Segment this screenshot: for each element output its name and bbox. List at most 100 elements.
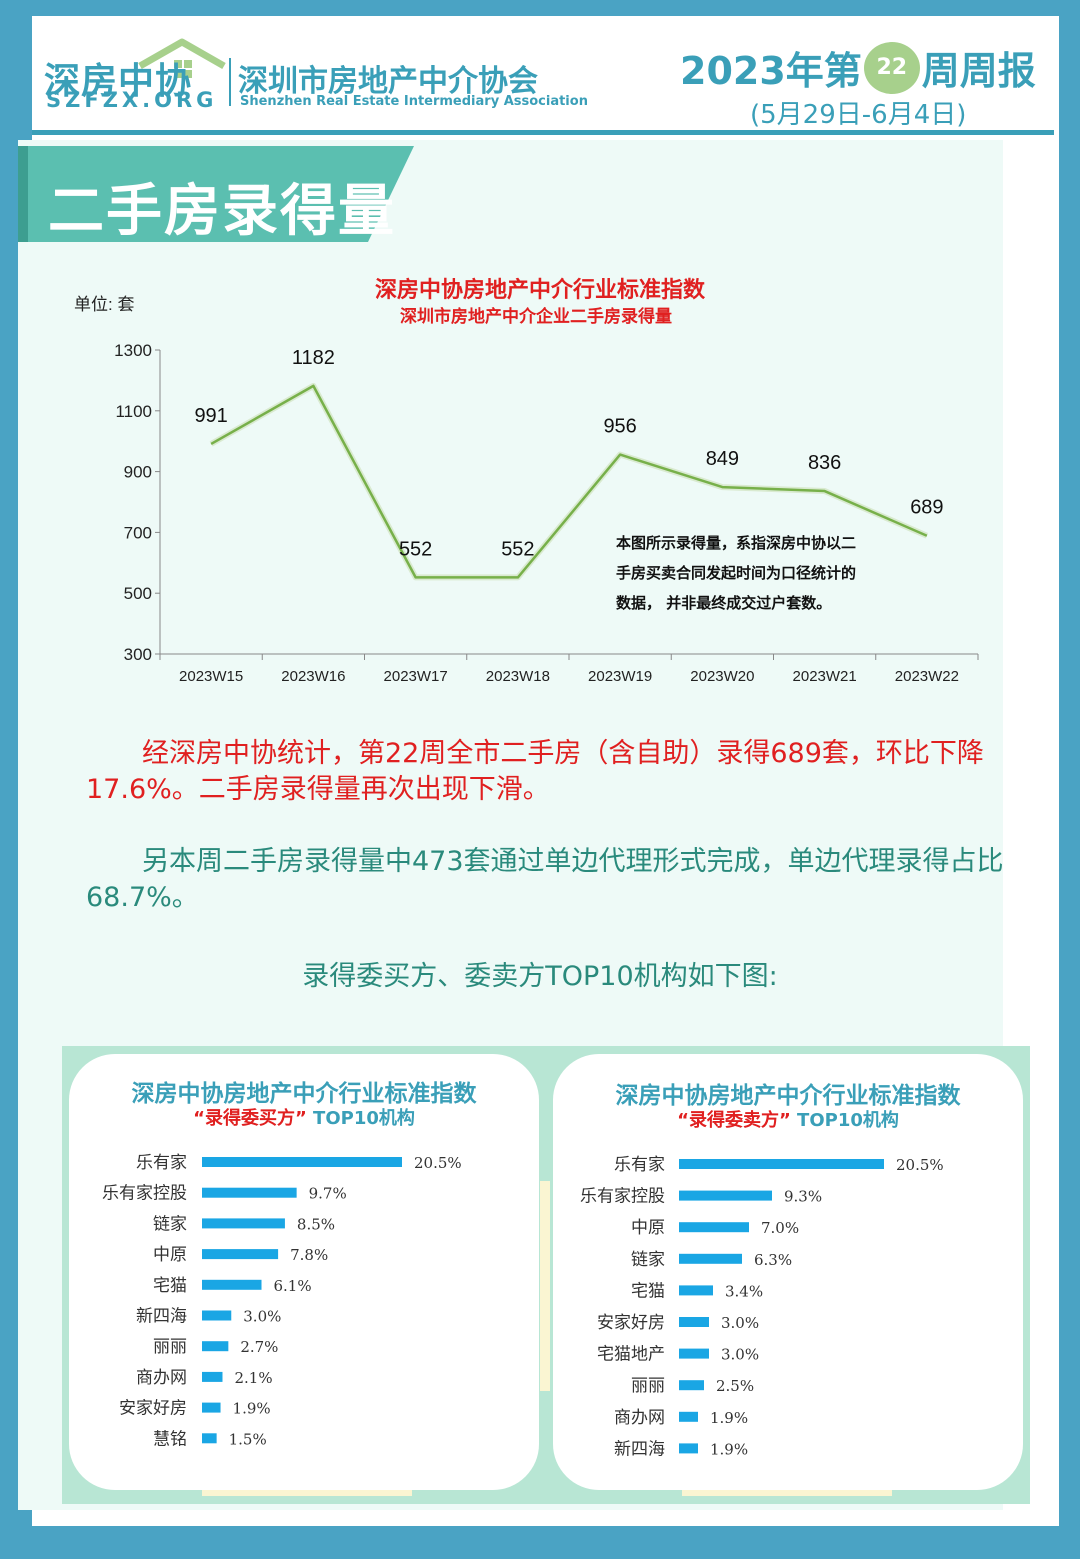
bar	[679, 1348, 709, 1359]
bar	[202, 1187, 297, 1198]
bar-category-label: 慧铭	[153, 1429, 187, 1449]
bar-value-label: 2.7%	[240, 1338, 278, 1356]
x-tick-label: 2023W22	[895, 668, 959, 685]
x-tick-label: 2023W16	[281, 668, 345, 685]
buyer-bar-chart: 乐有家 20.5% 乐有家控股 9.7% 链家 8.5% 中原 7.8% 宅猫 6.1% 新四海 3.…	[102, 1153, 462, 1449]
bar-value-label: 7.0%	[761, 1219, 799, 1237]
bar-value-label: 8.5%	[297, 1215, 335, 1233]
x-tick-label: 2023W18	[486, 668, 550, 685]
association-name: 深圳市房地产中介协会	[238, 64, 538, 99]
y-tick-label: 300	[124, 645, 152, 664]
bar-value-label: 6.3%	[754, 1251, 792, 1269]
bar-value-label: 3.0%	[721, 1346, 759, 1364]
seller-bar-chart: 乐有家 20.5% 乐有家控股 9.3% 中原 7.0% 链家 6.3% 宅猫 3.4% 安家好房 3…	[580, 1155, 944, 1459]
data-label: 836	[808, 452, 841, 474]
bar-value-label: 3.0%	[721, 1314, 759, 1332]
bar-value-label: 1.9%	[233, 1400, 271, 1418]
bar-value-label: 7.8%	[290, 1246, 328, 1264]
seller-top10-card: 深房中协房地产中介行业标准指数 “录得委卖方” TOP10机构 乐有家 20.5%…	[553, 1054, 1023, 1490]
summary-paragraph: 经深房中协统计，第22周全市二手房（含自助）录得689套，环比下降17.6%。二…	[86, 738, 984, 805]
bar-category-label: 新四海	[136, 1307, 187, 1327]
bar-category-label: 中原	[631, 1218, 665, 1238]
agency-paragraph: 另本周二手房录得量中473套通过单边代理形式完成，单边代理录得占比68.7%。	[86, 846, 1004, 913]
header-rule	[32, 130, 1054, 135]
bar-category-label: 商办网	[136, 1368, 187, 1388]
bar-value-label: 2.5%	[716, 1377, 754, 1395]
house-logo-icon	[138, 38, 226, 78]
bar-value-label: 20.5%	[414, 1154, 462, 1172]
bar-value-label: 9.7%	[309, 1185, 347, 1203]
y-axis-unit-label: 单位: 套	[74, 295, 134, 314]
bar	[202, 1279, 262, 1290]
bar-category-label: 安家好房	[597, 1313, 665, 1333]
data-label: 552	[501, 538, 534, 560]
bar-category-label: 链家	[153, 1214, 187, 1234]
line-chart-subtitle: 深圳市房地产中介企业二手房录得量	[400, 306, 672, 326]
bar-value-label: 3.4%	[725, 1282, 763, 1300]
bar	[679, 1222, 749, 1233]
week-suffix: 周周报	[921, 49, 1036, 93]
top10-panel: 深房中协房地产中介行业标准指数 “录得委买方” TOP10机构 乐有家 20.5%…	[62, 1046, 1030, 1504]
bar-value-label: 3.0%	[243, 1308, 281, 1326]
series-line	[210, 384, 928, 579]
bar-category-label: 商办网	[614, 1408, 665, 1428]
y-tick-label: 1100	[115, 402, 152, 421]
bar-value-label: 9.3%	[784, 1188, 822, 1206]
data-label: 552	[399, 538, 432, 560]
bar-value-label: 1.9%	[710, 1409, 748, 1427]
decor-strip	[540, 1181, 550, 1391]
section-banner	[18, 146, 414, 242]
y-tick-label: 900	[124, 463, 152, 482]
bar-category-label: 宅猫	[153, 1276, 187, 1296]
bar-value-label: 2.1%	[234, 1369, 272, 1387]
bar	[202, 1310, 232, 1321]
bar	[679, 1190, 772, 1201]
bar	[202, 1249, 279, 1260]
bar-value-label: 1.9%	[710, 1440, 748, 1458]
buyer-subtitle-rest: TOP10机构	[306, 1108, 415, 1129]
report-week-title: 2023年第 22 周周报	[680, 40, 1036, 95]
x-tick-label: 2023W15	[179, 668, 243, 685]
bar-category-label: 乐有家控股	[580, 1187, 665, 1207]
buyer-top10-card: 深房中协房地产中介行业标准指数 “录得委买方” TOP10机构 乐有家 20.5%…	[69, 1054, 539, 1490]
x-tick-label: 2023W19	[588, 668, 652, 685]
seller-subtitle-quote: “录得委卖方”	[677, 1110, 791, 1131]
x-tick-label: 2023W20	[690, 668, 754, 685]
bar	[679, 1159, 884, 1169]
bar-value-label: 6.1%	[274, 1277, 312, 1295]
y-tick-label: 500	[124, 584, 152, 603]
bar	[202, 1402, 221, 1413]
bar-category-label: 新四海	[614, 1439, 665, 1459]
seller-subtitle-rest: TOP10机构	[790, 1110, 899, 1131]
bar-category-label: 宅猫地产	[597, 1345, 665, 1365]
bar-value-label: 20.5%	[896, 1156, 944, 1174]
bar-category-label: 乐有家控股	[102, 1184, 187, 1204]
bar-category-label: 乐有家	[614, 1155, 665, 1175]
bar-category-label: 安家好房	[119, 1399, 187, 1419]
bar-category-label: 链家	[631, 1250, 665, 1270]
x-tick-label: 2023W17	[384, 668, 448, 685]
x-tick-label: 2023W21	[793, 668, 857, 685]
report-date-range: (5月29日-6月4日)	[750, 100, 967, 130]
bar	[202, 1218, 285, 1229]
buyer-card-title: 深房中协房地产中介行业标准指数	[131, 1081, 477, 1107]
buyer-card-subtitle: “录得委买方” TOP10机构	[69, 1104, 539, 1130]
chart-footnote: 本图所示录得量，系指深房中协以二手房买卖合同发起时间为口径统计的数据， 并非最终…	[616, 534, 857, 612]
bar-value-label: 1.5%	[229, 1430, 267, 1448]
data-label: 956	[603, 416, 636, 438]
y-tick-label: 1300	[114, 341, 152, 360]
seller-card-title: 深房中协房地产中介行业标准指数	[615, 1083, 961, 1109]
week-number-badge: 22	[863, 41, 920, 94]
logo-url: SZFZX.ORG	[46, 88, 218, 112]
bar	[679, 1285, 713, 1296]
data-label: 1182	[292, 347, 335, 369]
bar	[202, 1371, 223, 1382]
bar	[202, 1341, 229, 1352]
bar	[679, 1411, 698, 1422]
bar	[679, 1443, 698, 1454]
bar-category-label: 乐有家	[136, 1153, 187, 1173]
data-label: 849	[706, 448, 739, 470]
line-chart-title: 深房中协房地产中介行业标准指数	[375, 277, 706, 302]
bar	[202, 1157, 402, 1167]
